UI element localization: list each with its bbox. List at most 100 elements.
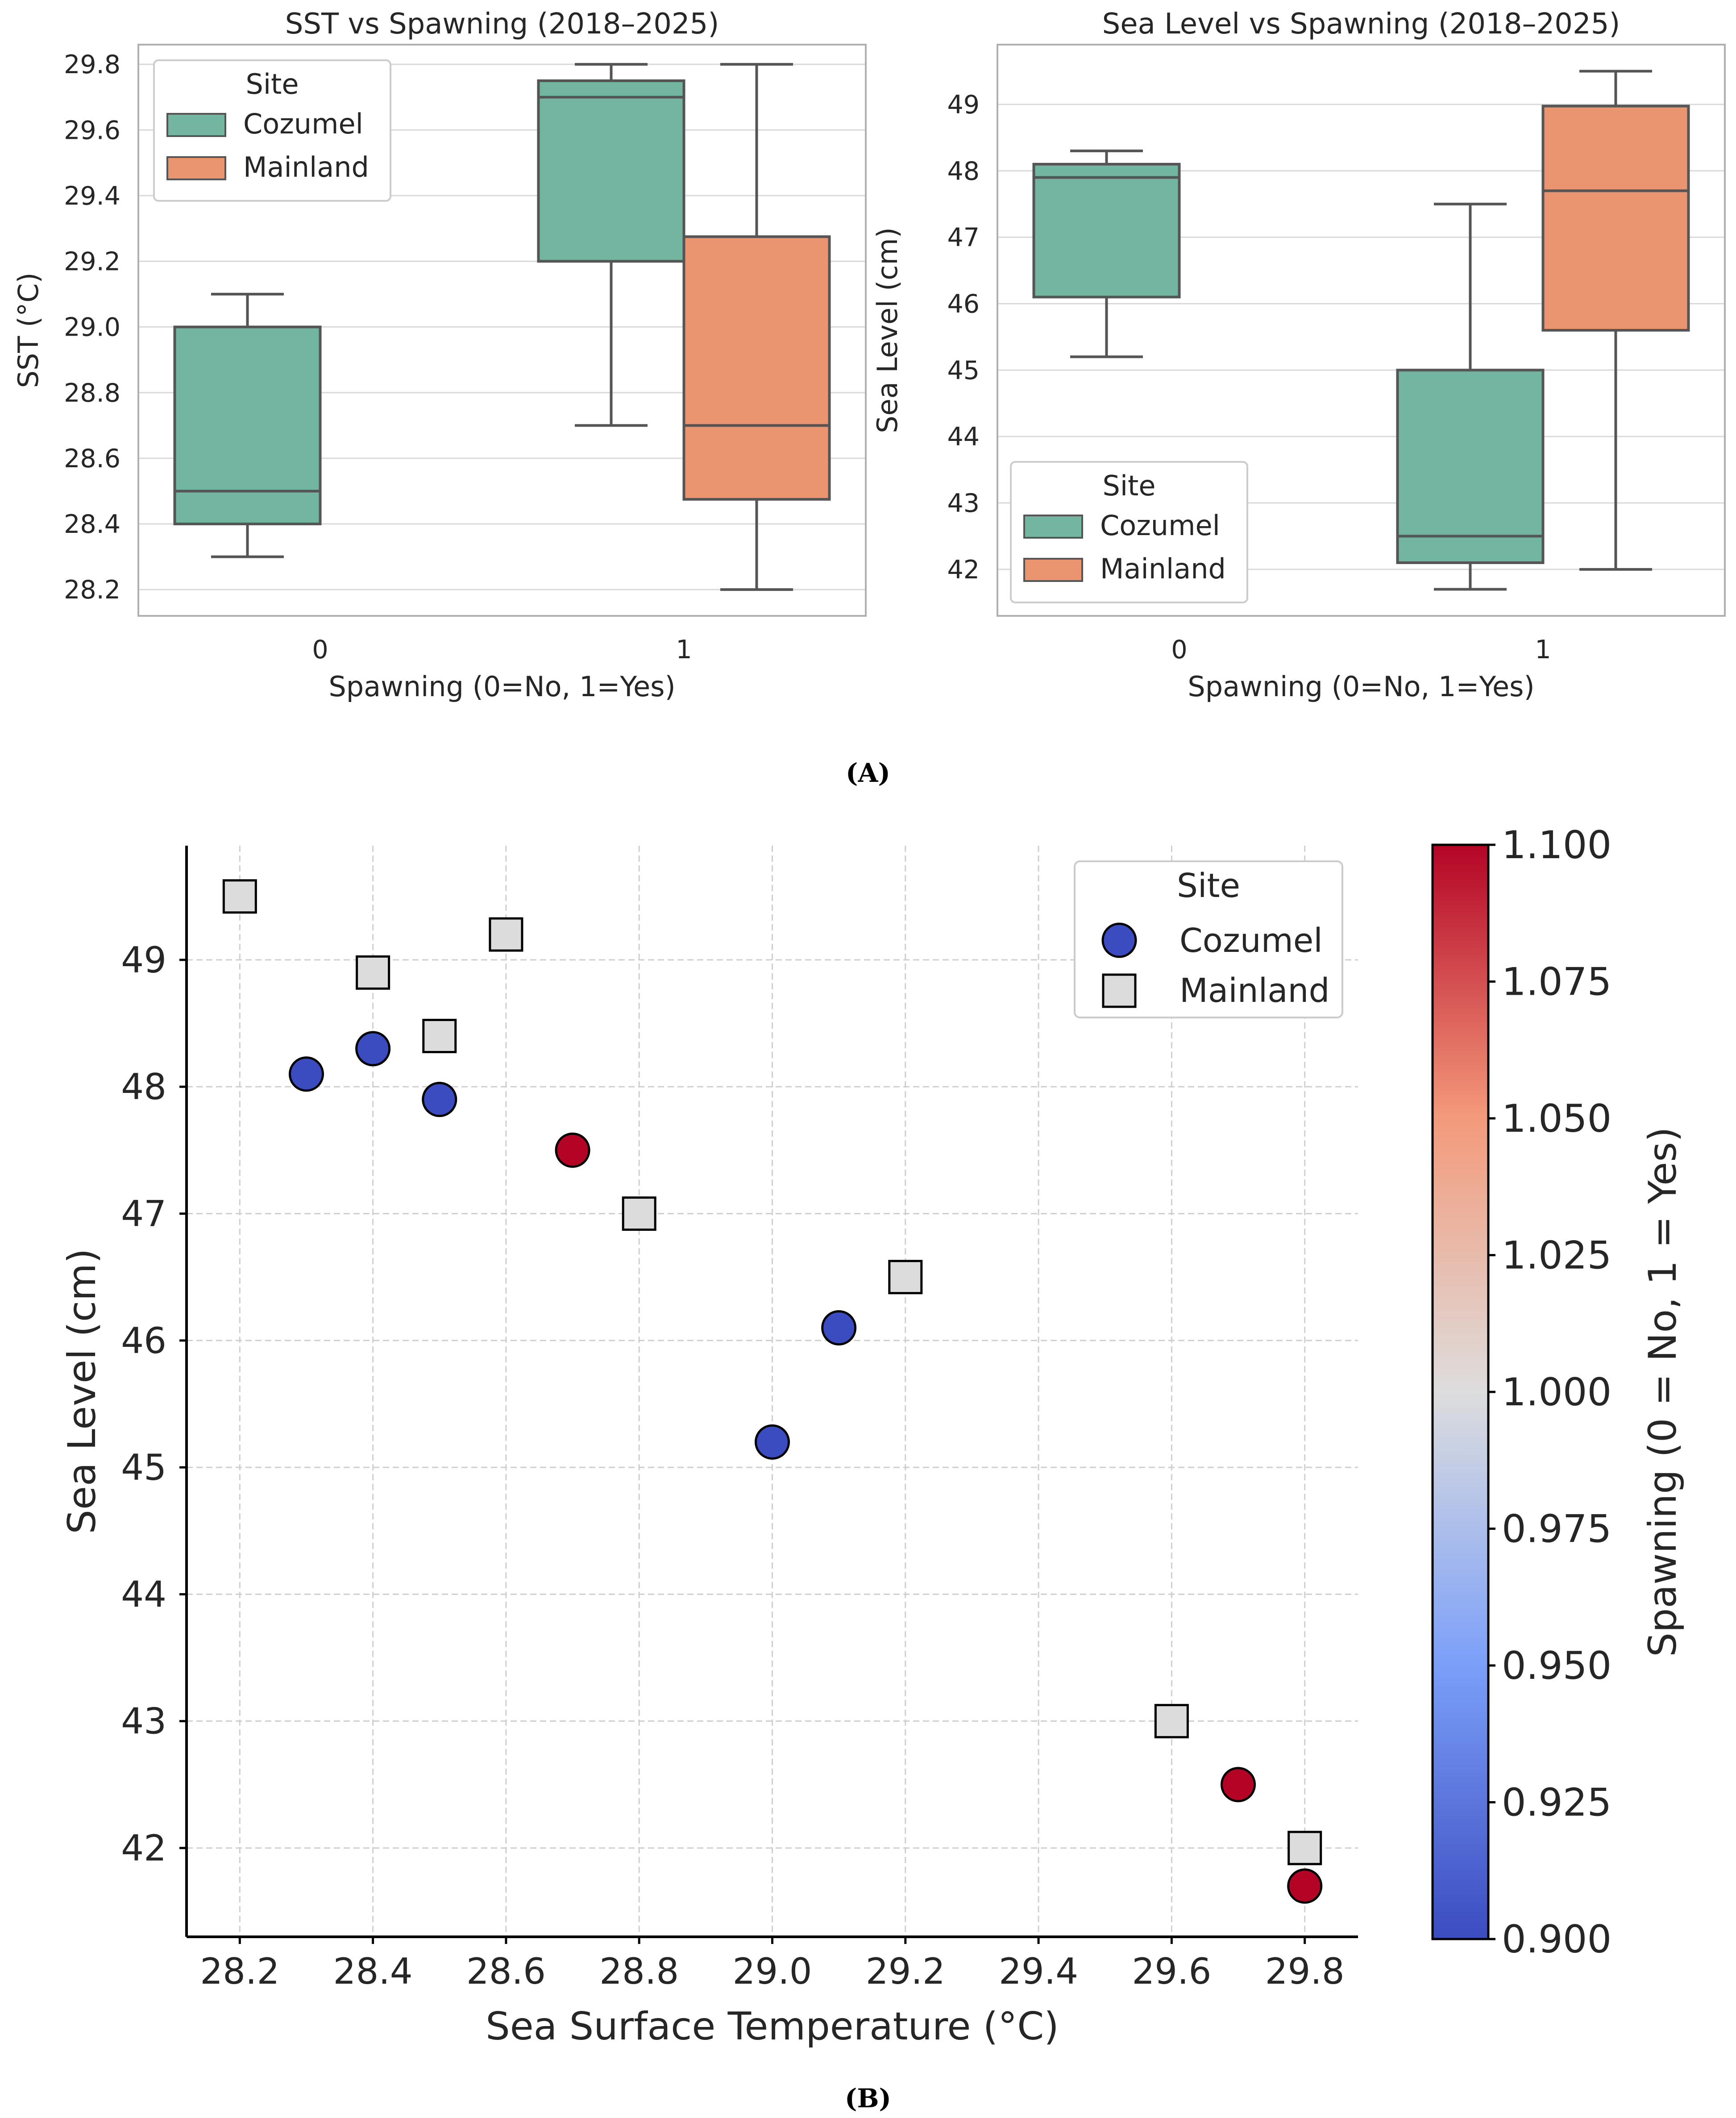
y-tick-label: 43 (121, 1701, 166, 1742)
point-mainland (422, 1018, 457, 1053)
point-cozumel (821, 1310, 857, 1346)
y-tick-label: 28.2 (64, 575, 120, 605)
iqr-box (173, 325, 322, 526)
point-mainland (356, 955, 390, 990)
legend-label-cozumel: Cozumel (243, 108, 363, 140)
x-axis-label: Spawning (0=No, 1=Yes) (328, 670, 675, 703)
y-tick-label: 29.6 (64, 116, 120, 145)
y-tick-label: 44 (947, 422, 980, 452)
x-tick-label: 29.6 (1132, 1951, 1211, 1992)
y-tick-label: 47 (121, 1193, 166, 1234)
y-tick-label: 29.0 (64, 313, 120, 342)
y-axis-label: Sea Level (cm) (60, 1248, 104, 1534)
y-tick-label: 29.4 (64, 181, 120, 211)
box-cozumel-0 (1032, 150, 1181, 358)
legend-title: Site (1177, 867, 1240, 905)
colorbar (1431, 843, 1490, 1940)
point-mainland (1287, 1831, 1322, 1865)
chart-title: SST vs Spawning (2018–2025) (285, 8, 719, 41)
x-axis-label: Sea Surface Temperature (°C) (486, 2004, 1059, 2049)
colorbar-tick-label: 0.975 (1502, 1507, 1611, 1552)
iqr-box (1032, 162, 1181, 299)
x-tick-label: 29.2 (866, 1951, 945, 1992)
point-cozumel (755, 1424, 790, 1460)
point-mainland (888, 1260, 923, 1295)
colorbar-tick-label: 1.050 (1502, 1096, 1611, 1141)
legend-swatch-cozumel (166, 113, 226, 137)
legend: Site Cozumel Mainland (1010, 461, 1248, 603)
x-tick-label: 28.6 (466, 1951, 546, 1992)
legend: Site Cozumel Mainland (153, 59, 391, 202)
legend-label-mainland: Mainland (1179, 972, 1329, 1010)
legend-swatch-mainland (1023, 558, 1083, 582)
x-tick-label: 28.2 (200, 1951, 279, 1992)
y-tick-label: 48 (121, 1066, 166, 1108)
point-cozumel (1221, 1767, 1256, 1802)
x-tick-label: 29.0 (732, 1951, 812, 1992)
colorbar-tick-label: 0.950 (1502, 1644, 1611, 1688)
x-tick-label: 28.8 (599, 1951, 679, 1992)
x-tick-label: 1 (676, 635, 692, 664)
box-cozumel-0 (173, 293, 322, 558)
y-tick-label: 28.4 (64, 510, 120, 539)
y-tick-label: 45 (121, 1447, 166, 1488)
iqr-box (1541, 104, 1690, 332)
legend-marker-cozumel (1101, 922, 1137, 958)
panel-label-a: (A) (846, 758, 890, 788)
point-cozumel (288, 1056, 324, 1092)
y-tick-label: 49 (121, 939, 166, 981)
y-axis-label: Sea Level (cm) (871, 227, 904, 433)
x-tick-label: 28.4 (333, 1951, 413, 1992)
point-mainland (1154, 1704, 1189, 1739)
y-tick-label: 43 (947, 489, 980, 518)
y-tick-label: 45 (947, 356, 980, 385)
colorbar-tick-label: 0.900 (1502, 1917, 1611, 1962)
plot-frame (137, 44, 867, 617)
panel-label-b: (B) (845, 2083, 891, 2114)
sst-sealevel-scatter-chart: 28.2 28.4 28.6 28.8 29.0 29.2 29.4 29.6 29.8 42 43… (60, 823, 1685, 2049)
iqr-box (1396, 369, 1545, 564)
box-mainland-1 (682, 63, 831, 591)
legend: Site Cozumel Mainland (1074, 860, 1343, 1018)
point-mainland (489, 917, 523, 952)
colorbar-tick-label: 1.025 (1502, 1233, 1611, 1278)
colorbar-label: Spawning (0 = No, 1 = Yes) (1640, 1127, 1685, 1657)
legend-label-mainland: Mainland (243, 151, 369, 183)
y-tick-label: 42 (121, 1827, 166, 1869)
box-cozumel-1 (537, 63, 685, 427)
x-axis-label: Spawning (0=No, 1=Yes) (1188, 670, 1534, 703)
x-tick-label: 0 (312, 635, 328, 664)
y-tick-label: 47 (947, 223, 980, 253)
legend-title: Site (1102, 469, 1155, 502)
box-mainland-1 (1541, 70, 1690, 571)
x-tick-label: 1 (1535, 635, 1551, 664)
y-tick-label: 42 (947, 555, 980, 585)
legend-swatch-cozumel (1023, 515, 1083, 539)
sst-vs-spawning-chart: 28.2 28.4 28.6 28.8 29.0 29.2 29.4 29.6 29.8 0 1Sp… (12, 8, 867, 703)
y-tick-label: 29.8 (64, 50, 120, 79)
plot-frame (997, 44, 1726, 617)
colorbar-tick-label: 1.075 (1502, 960, 1611, 1005)
y-tick-label: 49 (947, 90, 980, 120)
box-cozumel-1 (1396, 203, 1545, 591)
legend-swatch-mainland (166, 156, 226, 180)
legend-label-cozumel: Cozumel (1179, 922, 1323, 960)
legend-label-mainland: Mainland (1100, 552, 1226, 585)
x-tick-label: 0 (1171, 635, 1187, 664)
point-mainland (622, 1196, 656, 1231)
y-tick-label: 28.8 (64, 378, 120, 408)
iqr-box (537, 79, 685, 263)
point-cozumel (355, 1031, 391, 1067)
x-tick-label: 29.4 (999, 1951, 1078, 1992)
legend-frame (1074, 860, 1343, 1018)
point-mainland (222, 879, 257, 914)
colorbar-tick-label: 1.100 (1502, 823, 1611, 868)
point-cozumel (422, 1082, 457, 1117)
iqr-box (682, 235, 831, 501)
colorbar-tick-label: 1.000 (1502, 1370, 1611, 1415)
point-cozumel (1287, 1868, 1323, 1904)
legend-marker-mainland (1102, 973, 1137, 1008)
y-tick-label: 48 (947, 157, 980, 186)
y-tick-label: 29.2 (64, 247, 120, 277)
